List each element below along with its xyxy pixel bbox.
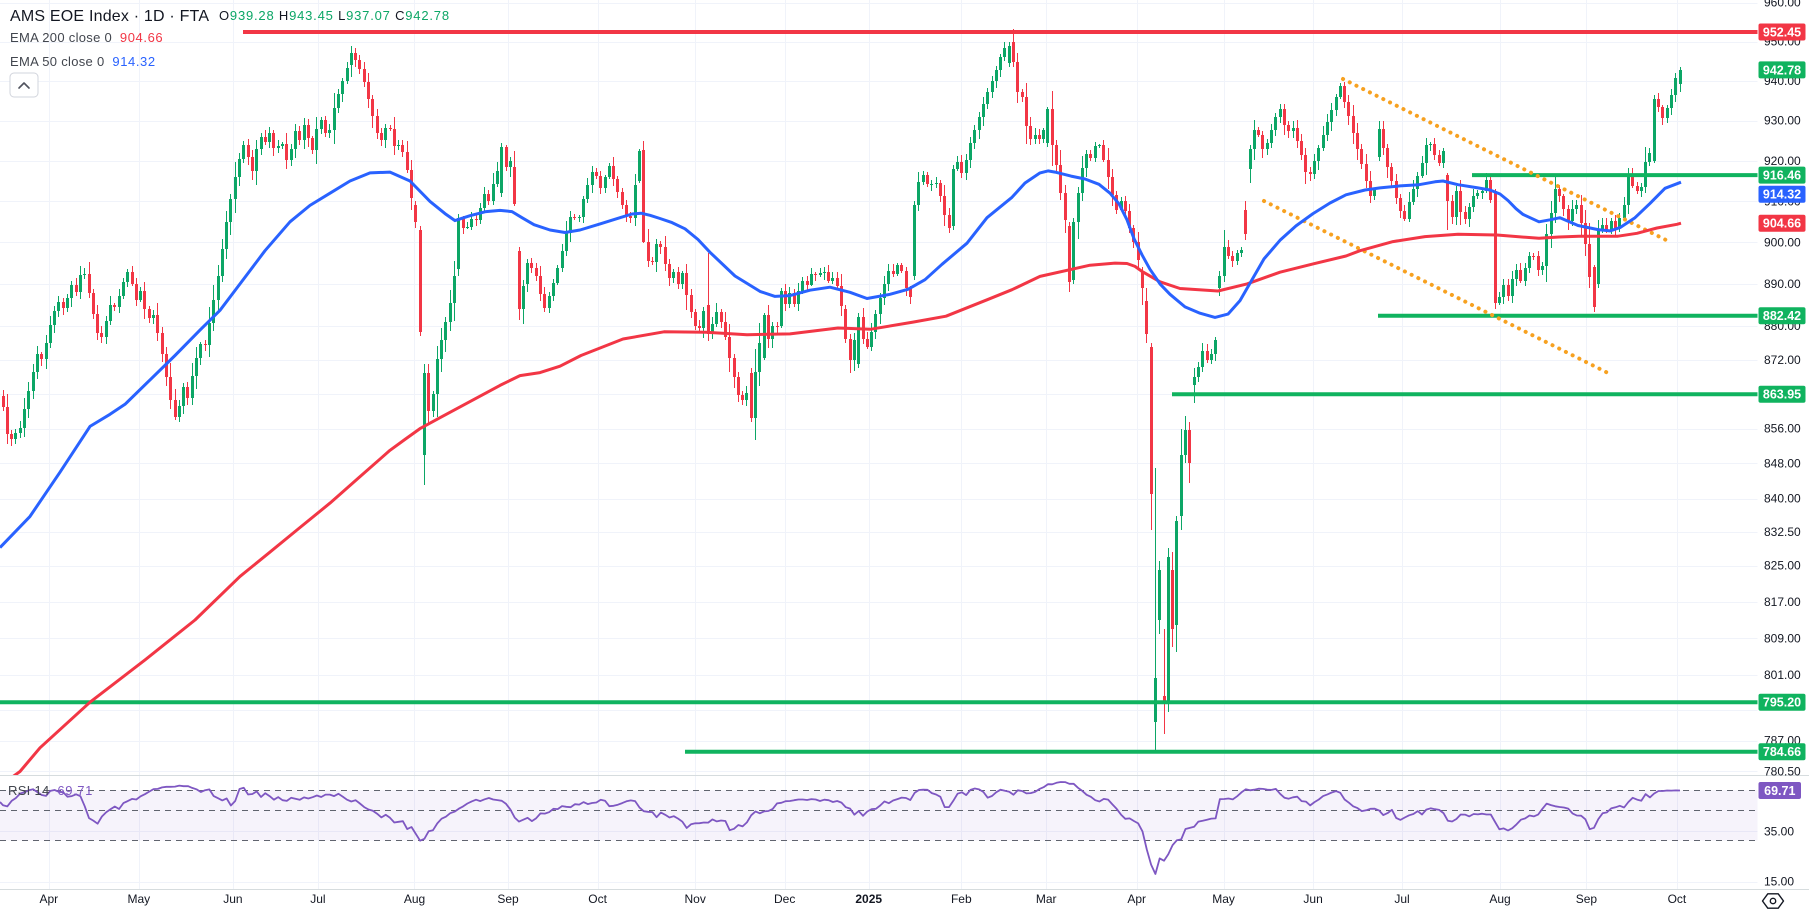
- svg-text:863.95: 863.95: [1763, 388, 1801, 402]
- svg-text:942.78: 942.78: [1763, 63, 1801, 77]
- svg-text:825.00: 825.00: [1764, 559, 1801, 573]
- svg-text:904.66: 904.66: [1763, 217, 1801, 231]
- svg-text:Sep: Sep: [1576, 892, 1598, 906]
- svg-text:930.00: 930.00: [1764, 114, 1801, 128]
- svg-text:Jun: Jun: [1303, 892, 1322, 906]
- svg-text:15.00: 15.00: [1764, 875, 1794, 889]
- svg-text:2025: 2025: [855, 892, 882, 906]
- svg-text:Dec: Dec: [774, 892, 795, 906]
- svg-text:Jul: Jul: [1394, 892, 1409, 906]
- svg-text:Sep: Sep: [497, 892, 519, 906]
- svg-text:Aug: Aug: [404, 892, 425, 906]
- svg-text:Oct: Oct: [1668, 892, 1687, 906]
- svg-text:EMA 50 close 0 914.32: EMA 50 close 0 914.32: [10, 54, 156, 69]
- svg-text:882.42: 882.42: [1763, 309, 1801, 323]
- svg-text:890.00: 890.00: [1764, 277, 1801, 291]
- svg-text:920.00: 920.00: [1764, 154, 1801, 168]
- svg-text:Jun: Jun: [223, 892, 242, 906]
- svg-text:914.32: 914.32: [1763, 188, 1801, 202]
- svg-text:795.20: 795.20: [1763, 696, 1801, 710]
- svg-text:801.00: 801.00: [1764, 668, 1801, 682]
- svg-text:960.00: 960.00: [1764, 0, 1801, 10]
- svg-text:AMS EOE Index · 1D · FTA: AMS EOE Index · 1D · FTA: [10, 8, 209, 25]
- svg-text:916.46: 916.46: [1763, 169, 1801, 183]
- svg-text:69.71: 69.71: [1764, 784, 1795, 798]
- svg-text:952.45: 952.45: [1763, 25, 1801, 39]
- svg-text:848.00: 848.00: [1764, 456, 1801, 470]
- svg-text:Oct: Oct: [588, 892, 607, 906]
- svg-text:Nov: Nov: [685, 892, 706, 906]
- svg-text:872.00: 872.00: [1764, 353, 1801, 367]
- svg-text:EMA 200 close 0 904.66: EMA 200 close 0 904.66: [10, 30, 163, 45]
- svg-text:784.66: 784.66: [1763, 745, 1801, 759]
- svg-text:O939.28 H943.45 L937.07 C942.7: O939.28 H943.45 L937.07 C942.78: [219, 8, 450, 23]
- svg-text:Feb: Feb: [951, 892, 972, 906]
- svg-text:May: May: [1212, 892, 1235, 906]
- svg-text:35.00: 35.00: [1764, 824, 1794, 838]
- svg-text:Apr: Apr: [1127, 892, 1146, 906]
- svg-text:832.50: 832.50: [1764, 525, 1801, 539]
- svg-text:817.00: 817.00: [1764, 595, 1801, 609]
- svg-text:Aug: Aug: [1489, 892, 1510, 906]
- svg-text:900.00: 900.00: [1764, 235, 1801, 249]
- svg-text:Apr: Apr: [39, 892, 58, 906]
- svg-text:May: May: [127, 892, 150, 906]
- svg-text:780.50: 780.50: [1764, 765, 1801, 779]
- svg-text:RSI 14 69.71: RSI 14 69.71: [8, 783, 93, 798]
- svg-text:Mar: Mar: [1036, 892, 1057, 906]
- svg-text:809.00: 809.00: [1764, 631, 1801, 645]
- svg-text:Jul: Jul: [310, 892, 325, 906]
- svg-text:856.00: 856.00: [1764, 422, 1801, 436]
- svg-text:840.00: 840.00: [1764, 492, 1801, 506]
